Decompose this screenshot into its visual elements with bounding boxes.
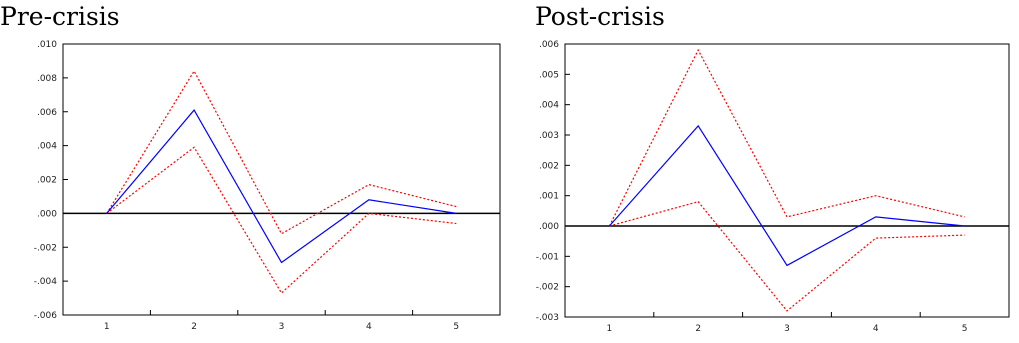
chart-title: Post-crisis	[535, 2, 665, 31]
x-tick-label: 4	[366, 322, 372, 332]
chart-post-crisis: -.003 -.002 -.001 .000 .001 .002 .003 .004 .005.…	[536, 40, 1010, 334]
x-tick-label: 1	[104, 322, 110, 332]
y-tick-label: .002	[37, 176, 57, 186]
y-tick-label: -.004	[34, 277, 58, 287]
upper-band-line	[106, 69, 457, 235]
y-tick-label: .003	[539, 131, 559, 141]
lower-band-line	[609, 201, 965, 312]
x-tick-label: 2	[191, 322, 197, 332]
chart-panel-pre-crisis: Pre-crisis -.006 -.004 -.002 .000 .002 .004 .0…	[0, 0, 509, 343]
plot-frame	[62, 43, 501, 316]
y-tick-label: .005	[539, 70, 559, 80]
x-tick-label: 1	[607, 324, 613, 334]
chart-panel-post-crisis: Post-crisis -.003 -.002 -.001 .000 .001 .002.…	[509, 0, 1019, 343]
y-tick-label: .006	[539, 40, 559, 50]
upper-band-line	[608, 48, 965, 227]
y-tick-label: .008	[37, 74, 57, 84]
x-tick-label: 5	[962, 324, 968, 334]
x-tick-label: 4	[873, 324, 879, 334]
y-tick-label: .004	[539, 101, 559, 111]
x-tick-label: 3	[784, 324, 790, 334]
y-tick-label: .002	[539, 161, 559, 171]
y-tick-label: .010	[37, 40, 57, 50]
plot-frame	[564, 43, 1010, 318]
chart-pre-crisis: -.006 -.004 -.002 .000 .002 .004 .006 .008 .010 1…	[34, 40, 501, 332]
x-tick-label: 3	[279, 322, 285, 332]
x-tick-label: 5	[453, 322, 459, 332]
x-tick-label: 2	[695, 324, 701, 334]
y-tick-label: .000	[37, 209, 57, 219]
y-tick-label: -.006	[34, 311, 58, 321]
lower-band-line	[106, 146, 457, 294]
y-tick-label: -.001	[536, 252, 559, 262]
y-tick-label: .004	[37, 142, 57, 152]
y-tick-label: -.002	[34, 243, 57, 253]
y-tick-label: .006	[37, 108, 57, 118]
chart-title: Pre-crisis	[0, 2, 120, 31]
y-tick-label: .000	[539, 222, 559, 232]
y-tick-label: .001	[539, 192, 559, 202]
y-tick-label: -.003	[536, 313, 559, 323]
response-line	[106, 109, 457, 264]
response-line	[608, 124, 965, 267]
y-tick-label: -.002	[536, 283, 559, 293]
